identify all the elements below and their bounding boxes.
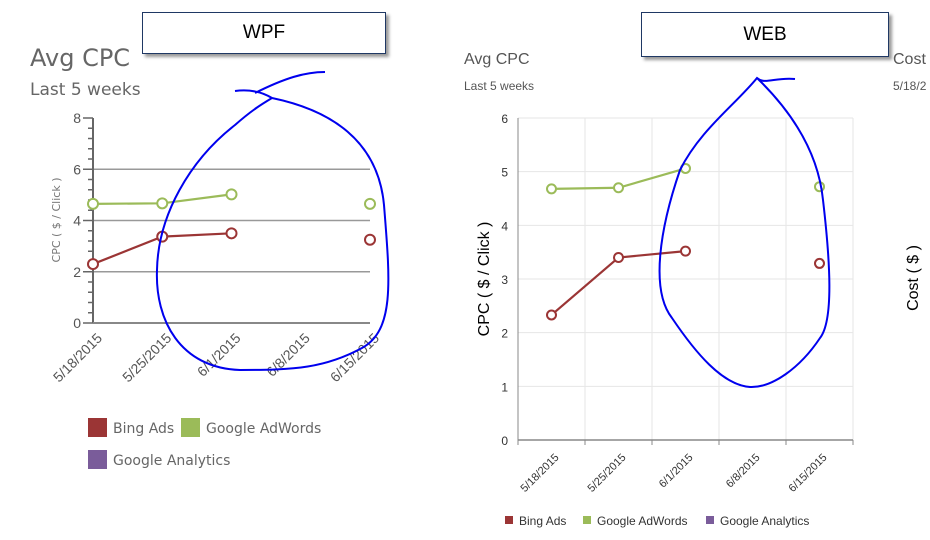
x-tick-label: 6/15/2015 — [787, 452, 830, 495]
x-tick-label: 5/18/2015 — [50, 330, 106, 386]
legend-swatch-google-analytics — [88, 450, 107, 469]
data-point — [364, 197, 376, 210]
data-point — [364, 233, 376, 246]
web-y-axis-label: CPC ( $ / Click ) — [476, 222, 493, 337]
legend-swatch-google-adwords — [181, 418, 200, 437]
y-tick-label: 8 — [73, 110, 81, 126]
web-label-box: WEB — [641, 12, 889, 57]
data-point — [680, 245, 691, 257]
annotation-circles — [155, 71, 831, 389]
legend-swatch-google-adwords[interactable] — [583, 516, 591, 524]
y-tick-label: 4 — [73, 213, 81, 229]
web-chart-subtitle: Last 5 weeks — [464, 79, 534, 93]
x-tick-label: 5/25/2015 — [119, 330, 175, 386]
y-tick-label: 5 — [501, 166, 508, 180]
cost-chart-partial: Cost 5/18/2 Cost ( $ ) — [893, 51, 927, 311]
legend-label-google-adwords[interactable]: Google AdWords — [597, 514, 688, 528]
y-tick-label: 2 — [501, 327, 508, 341]
legend-swatch-google-analytics[interactable] — [706, 516, 714, 524]
legend-label-google-analytics: Google Analytics — [113, 453, 230, 469]
data-point — [225, 227, 238, 240]
cost-chart-subtitle: 5/18/2 — [893, 79, 927, 93]
x-tick-label: 6/8/2015 — [724, 452, 763, 491]
x-tick-label: 6/1/2015 — [657, 452, 696, 491]
y-tick-label: 0 — [73, 315, 81, 331]
legend-label-bing-ads[interactable]: Bing Ads — [519, 514, 566, 528]
legend-swatch-bing-ads[interactable] — [505, 516, 513, 524]
data-point — [87, 197, 99, 210]
annotation-circle-web — [658, 76, 831, 389]
x-tick-label: 6/1/2015 — [194, 330, 244, 380]
y-tick-label: 6 — [501, 112, 508, 126]
x-tick-label: 6/8/2015 — [263, 330, 313, 380]
y-tick-label: 1 — [501, 380, 508, 394]
cost-chart-title: Cost — [893, 51, 926, 68]
data-point — [225, 188, 238, 201]
y-tick-label: 3 — [501, 273, 508, 287]
data-point — [613, 252, 624, 264]
legend-swatch-bing-ads — [88, 418, 107, 437]
data-point — [814, 257, 825, 269]
y-tick-label: 2 — [73, 264, 81, 280]
web-chart-title: Avg CPC — [464, 51, 530, 68]
web-legend: Bing Ads Google AdWords Google Analytics — [505, 514, 809, 528]
x-tick-label: 5/18/2015 — [519, 452, 562, 495]
data-point — [546, 183, 557, 195]
wpf-label: WPF — [242, 22, 286, 43]
legend-label-google-adwords: Google AdWords — [206, 421, 321, 437]
wpf-y-axis-label: CPC ( $ / Click ) — [50, 178, 63, 263]
y-tick-label: 4 — [501, 219, 508, 233]
data-point — [546, 309, 557, 321]
annotation-circle-wpf — [155, 71, 390, 372]
y-tick-label: 0 — [501, 434, 508, 448]
web-label: WEB — [743, 23, 787, 45]
wpf-legend: Bing Ads Google AdWords Google Analytics — [88, 418, 321, 469]
wpf-chart-subtitle: Last 5 weeks — [30, 80, 141, 100]
data-point — [156, 197, 169, 210]
x-tick-label: 5/25/2015 — [586, 452, 629, 495]
legend-label-google-analytics[interactable]: Google Analytics — [720, 514, 809, 528]
data-point — [87, 258, 99, 271]
y-tick-label: 6 — [73, 161, 81, 177]
wpf-chart: Avg CPC Last 5 weeks CPC ( $ / Click ) 0… — [30, 44, 382, 469]
legend-label-bing-ads: Bing Ads — [113, 421, 174, 437]
wpf-label-box: WPF — [142, 12, 386, 54]
cost-y-axis-label: Cost ( $ ) — [905, 245, 922, 311]
data-point — [613, 182, 624, 194]
wpf-chart-title: Avg CPC — [30, 44, 130, 72]
